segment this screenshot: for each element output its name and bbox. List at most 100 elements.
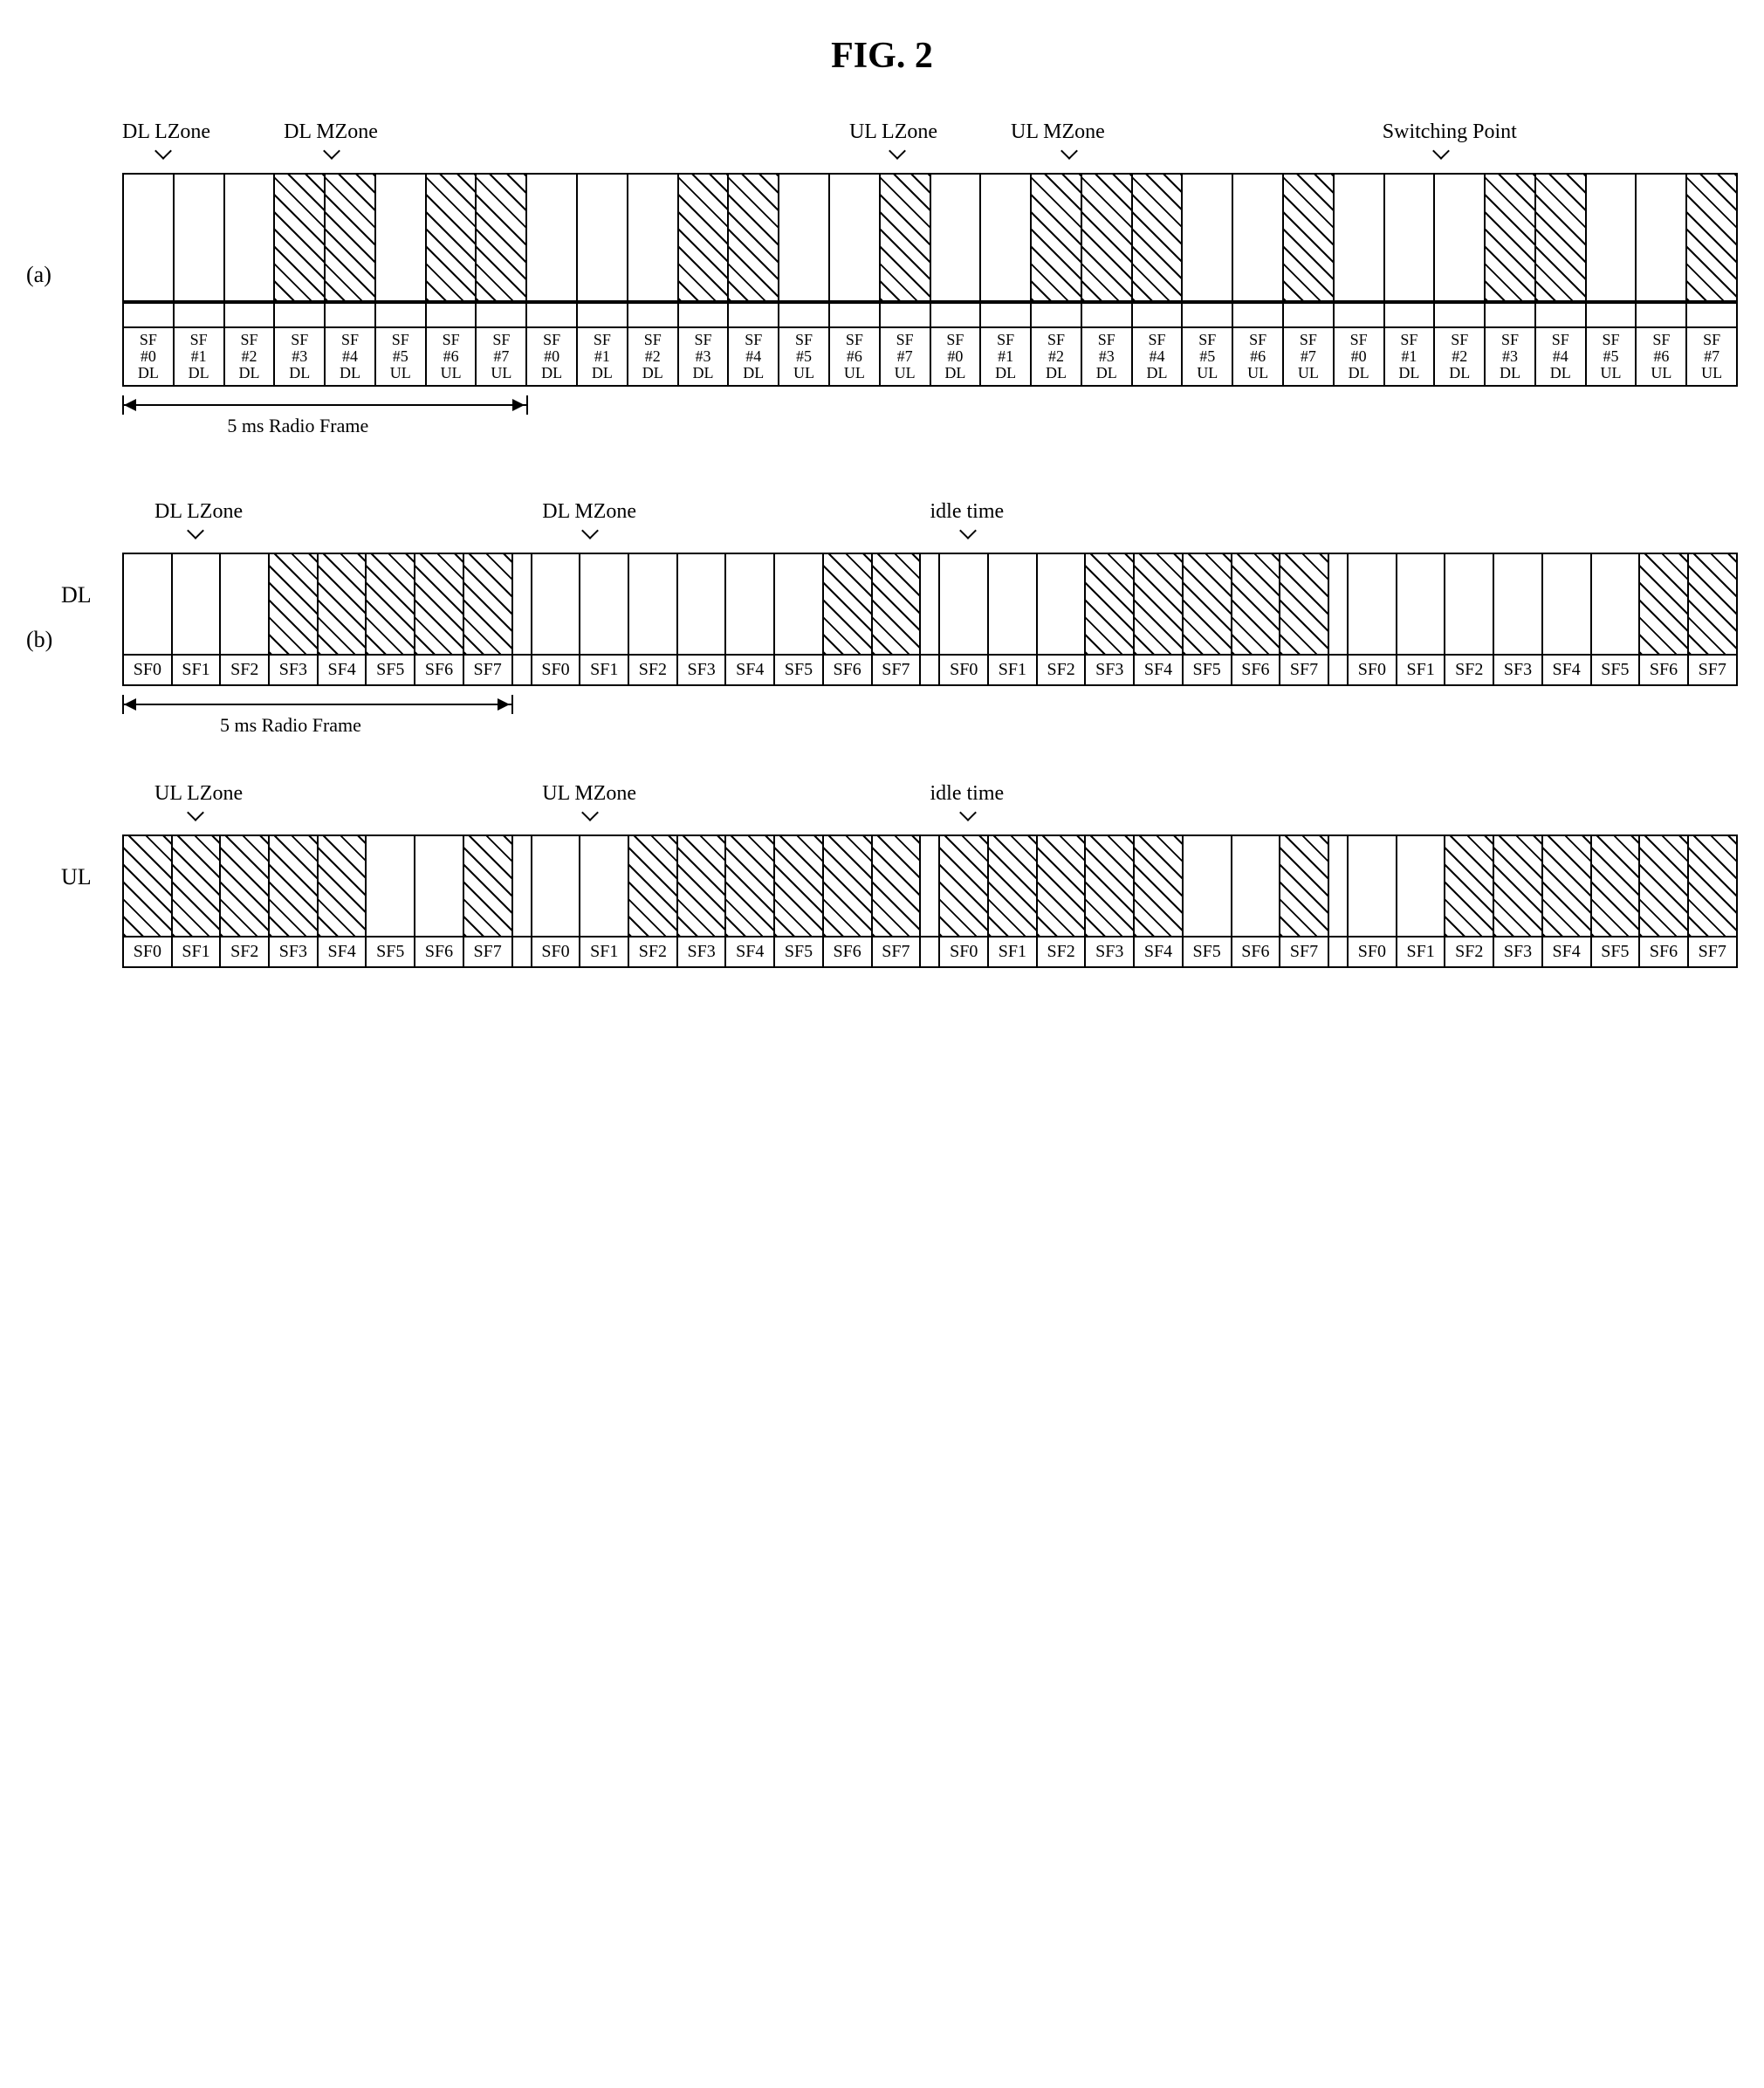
subframe-cell [1232, 554, 1281, 654]
subframe-label: SF#2DL [1032, 328, 1082, 385]
subframe-cell [270, 836, 319, 936]
subframe-label: SF7 [1689, 938, 1738, 966]
callout-label: idle time [930, 782, 1005, 806]
subframe-cell [1284, 304, 1335, 326]
subframe-cell [931, 175, 982, 300]
subframe-label: SF#1DL [1385, 328, 1436, 385]
callout-label: DL MZone [542, 500, 636, 524]
subframe-label: SF1 [989, 938, 1038, 966]
subframe-label: SF3 [1494, 656, 1543, 684]
panel-a-label-strip: SF#0DLSF#1DLSF#2DLSF#3DLSF#4DLSF#5ULSF#6… [122, 328, 1738, 387]
subframe-label: SF1 [1397, 656, 1446, 684]
subframe-label: SF2 [629, 938, 678, 966]
subframe-cell [824, 554, 873, 654]
subframe-cell [578, 175, 628, 300]
subframe-label: SF#3DL [275, 328, 326, 385]
callout-label: idle time [930, 500, 1005, 524]
callout-label: DL MZone [284, 120, 378, 144]
subframe-cell [1133, 175, 1184, 300]
subframe-label: SF7 [873, 938, 922, 966]
subframe-cell [726, 554, 775, 654]
subframe-label: SF#1DL [981, 328, 1032, 385]
panel-a-label: (a) [26, 262, 51, 288]
subframe-label: SF4 [726, 656, 775, 684]
subframe-label: SF#5UL [779, 328, 830, 385]
subframe-cell [1397, 554, 1446, 654]
subframe-cell [1640, 554, 1689, 654]
subframe-label: SF3 [270, 656, 319, 684]
subframe-cell [1637, 304, 1687, 326]
subframe-cell [124, 175, 175, 300]
subframe-cell [775, 554, 824, 654]
subframe-cell [173, 836, 222, 936]
subframe-cell [527, 304, 578, 326]
subframe-cell [532, 554, 581, 654]
subframe-cell [319, 836, 367, 936]
subframe-label: SF6 [824, 656, 873, 684]
row-label-dl: DL [61, 582, 92, 608]
subframe-label: SF2 [1038, 938, 1087, 966]
subframe-cell [1183, 304, 1233, 326]
subframe-label: SF1 [989, 656, 1038, 684]
panel-a-dimension: 5 ms Radio Frame [122, 394, 1738, 430]
subframe-cell [873, 836, 922, 936]
subframe-cell [580, 554, 629, 654]
subframe-cell [1494, 554, 1543, 654]
subframe-cell [1184, 836, 1232, 936]
subframe-label: SF#1DL [175, 328, 225, 385]
subframe-label: SF0 [124, 656, 173, 684]
subframe-cell [873, 554, 922, 654]
subframe-label: SF0 [124, 938, 173, 966]
subframe-cell [1689, 554, 1738, 654]
subframe-cell [1536, 175, 1587, 300]
subframe-label: SF#0DL [124, 328, 175, 385]
subframe-cell [1086, 836, 1135, 936]
callout-label: UL MZone [1011, 120, 1105, 144]
subframe-cell [1687, 175, 1738, 300]
subframe-label: SF5 [367, 656, 415, 684]
subframe-label: SF#6UL [1233, 328, 1284, 385]
subframe-cell [726, 836, 775, 936]
subframe-cell [1032, 175, 1082, 300]
subframe-cell [981, 175, 1032, 300]
subframe-label: SF3 [678, 656, 727, 684]
subframe-cell [775, 836, 824, 936]
subframe-label: SF3 [270, 938, 319, 966]
subframe-cell [1592, 554, 1641, 654]
subframe-cell [1587, 175, 1637, 300]
subframe-label: SF0 [940, 656, 989, 684]
subframe-label: SF#7UL [1687, 328, 1738, 385]
subframe-cell [175, 304, 225, 326]
dimension-text: 5 ms Radio Frame [220, 714, 361, 737]
subframe-label: SF1 [173, 656, 222, 684]
subframe-cell [1689, 836, 1738, 936]
subframe-cell [1135, 554, 1184, 654]
subframe-cell [779, 304, 830, 326]
subframe-label: SF7 [1280, 656, 1329, 684]
subframe-cell [326, 304, 376, 326]
subframe-label: SF7 [464, 938, 513, 966]
subframe-cell [1435, 175, 1486, 300]
subframe-cell [275, 175, 326, 300]
subframe-cell [1233, 304, 1284, 326]
subframe-cell [1082, 175, 1133, 300]
subframe-cell [319, 554, 367, 654]
callout-label: UL LZone [154, 782, 243, 806]
subframe-cell [173, 554, 222, 654]
subframe-label: SF7 [873, 656, 922, 684]
subframe-cell [367, 836, 415, 936]
subframe-label: SF4 [1543, 656, 1592, 684]
subframe-label: SF#2DL [628, 328, 679, 385]
subframe-cell [124, 836, 173, 936]
subframe-label: SF1 [173, 938, 222, 966]
subframe-cell [225, 175, 276, 300]
subframe-label: SF7 [1689, 656, 1738, 684]
subframe-cell [578, 304, 628, 326]
subframe-cell [1486, 175, 1536, 300]
subframe-label: SF6 [824, 938, 873, 966]
subframe-cell [881, 304, 931, 326]
subframe-label: SF#7UL [881, 328, 931, 385]
subframe-label: SF7 [464, 656, 513, 684]
subframe-label: SF2 [629, 656, 678, 684]
callout-label: UL LZone [849, 120, 937, 144]
